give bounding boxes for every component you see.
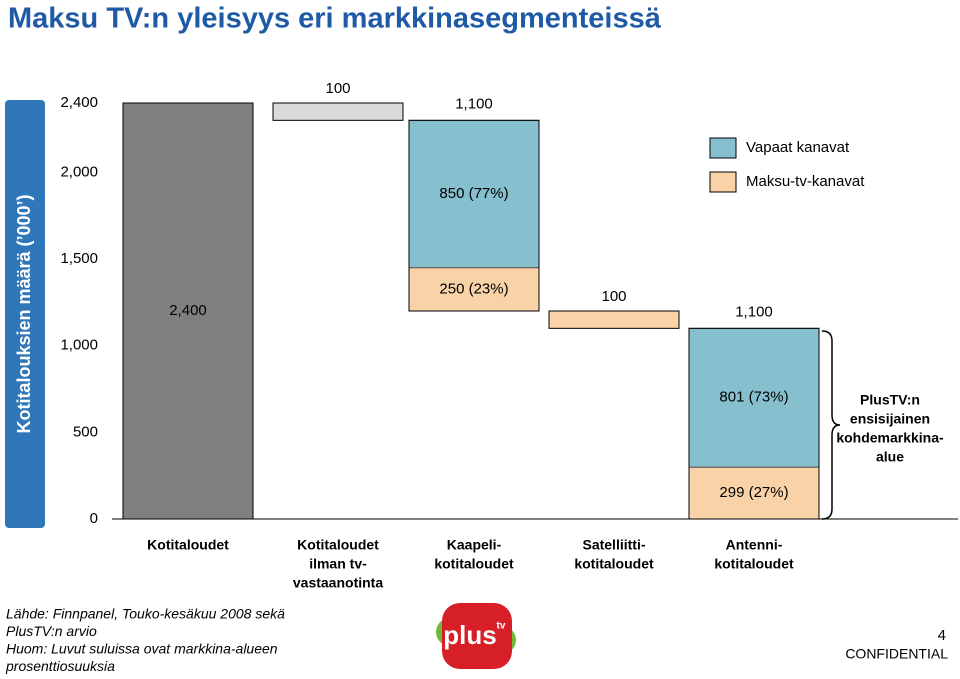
footnote: Lähde: Finnpanel, Touko-kesäkuu 2008 sek… <box>6 606 285 622</box>
annotation: PlusTV:n <box>860 392 920 408</box>
y-tick-label: 500 <box>73 423 98 440</box>
bar-segment <box>688 327 820 468</box>
bar-total <box>408 119 540 312</box>
bar-segment <box>408 119 540 269</box>
bar <box>272 102 404 121</box>
x-tick-label: Kaapeli- <box>447 537 502 553</box>
y-label-box <box>5 100 45 528</box>
page-number: 4 <box>938 627 946 644</box>
x-tick-label: vastaanotinta <box>293 575 383 591</box>
x-tick-label: kotitaloudet <box>714 556 794 572</box>
x-tick-label: kotitaloudet <box>434 556 514 572</box>
value-label: 250 (23%) <box>439 280 508 297</box>
value-label: 299 (27%) <box>719 484 788 501</box>
x-tick-label: Satelliitti- <box>582 537 645 553</box>
legend-swatch <box>709 137 737 159</box>
legend-label: Vapaat kanavat <box>746 139 850 156</box>
value-label: 1,100 <box>455 95 493 112</box>
y-axis-label: Kotitalouksien määrä (’000’) <box>14 194 34 433</box>
value-label: 2,400 <box>169 302 207 319</box>
legend-label: Maksu-tv-kanavat <box>746 173 865 190</box>
confidential: CONFIDENTIAL <box>845 646 948 662</box>
annotation: ensisijainen <box>850 411 930 427</box>
footnote: Huom: Luvut suluissa ovat markkina-aluee… <box>6 641 278 657</box>
x-tick-label: Kotitaloudet <box>297 537 379 553</box>
value-label: 100 <box>601 288 626 305</box>
y-tick-label: 0 <box>90 510 98 527</box>
footnote: prosenttiosuuksia <box>5 658 115 674</box>
brace <box>821 330 841 520</box>
bar <box>548 310 680 329</box>
bar <box>122 102 254 520</box>
y-tick-label: 1,500 <box>60 250 98 267</box>
x-tick-label: ilman tv- <box>309 556 367 572</box>
value-label: 801 (73%) <box>719 389 788 406</box>
legend-swatch <box>709 171 737 193</box>
logo: plus tv <box>436 603 516 669</box>
slide-title: Maksu TV:n yleisyys eri markkinasegmente… <box>8 3 662 35</box>
y-tick-label: 2,400 <box>60 94 98 111</box>
annotation: kohdemarkkina- <box>836 430 944 446</box>
value-label: 1,100 <box>735 303 773 320</box>
bar-total <box>688 327 820 520</box>
x-tick-label: kotitaloudet <box>574 556 654 572</box>
y-tick-label: 2,000 <box>60 163 98 180</box>
logo-text: plus <box>443 620 496 650</box>
logo-text: tv <box>497 621 506 632</box>
annotation: alue <box>876 449 904 465</box>
footnote: PlusTV:n arvio <box>6 623 97 639</box>
y-tick-label: 1,000 <box>60 337 98 354</box>
x-tick-label: Kotitaloudet <box>147 537 229 553</box>
value-label: 850 (77%) <box>439 185 508 202</box>
value-label: 100 <box>325 80 350 97</box>
bar-segment <box>408 267 540 312</box>
x-tick-label: Antenni- <box>726 537 783 553</box>
